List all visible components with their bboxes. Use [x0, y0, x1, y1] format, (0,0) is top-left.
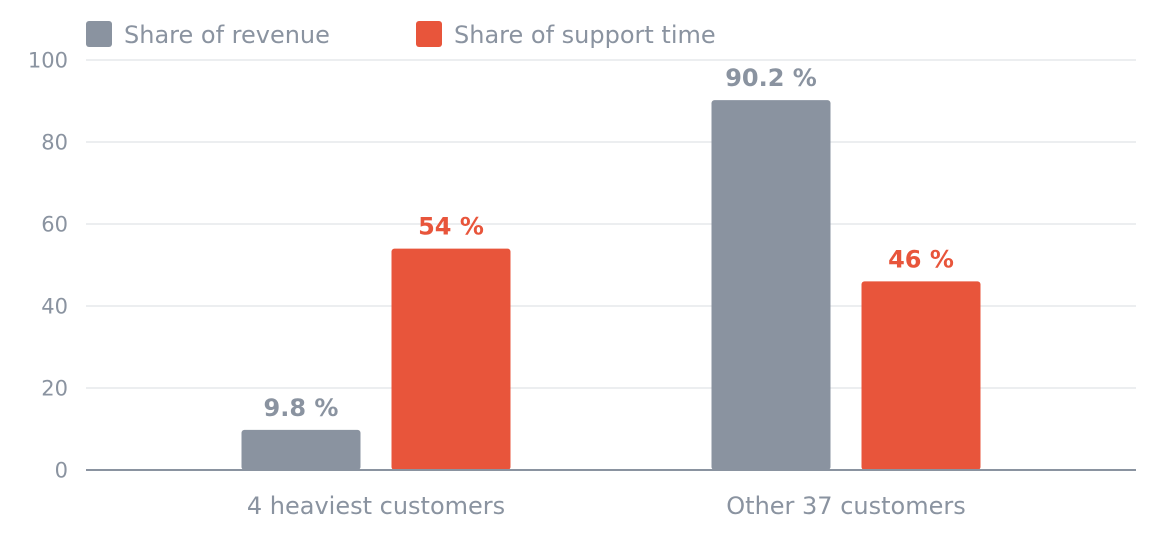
bar-value-label: 46 % — [888, 245, 954, 273]
x-category-label: 4 heaviest customers — [247, 492, 505, 520]
bar-value-labels: 9.8 % 90.2 % 54 % 46 % — [264, 64, 954, 422]
bar-support-time — [391, 248, 511, 470]
y-tick-label: 40 — [41, 295, 68, 319]
bar-revenue — [241, 429, 361, 470]
bar-value-label: 54 % — [418, 213, 484, 241]
legend-item-support-time: Share of support time — [416, 21, 716, 49]
bar-value-label: 90.2 % — [725, 64, 817, 92]
bar-support-time — [861, 281, 981, 470]
legend-swatch — [86, 21, 112, 47]
x-axis: 4 heaviest customers Other 37 customers — [86, 469, 1136, 520]
bars — [241, 100, 981, 471]
bar-value-label: 9.8 % — [264, 394, 339, 422]
x-category-label: Other 37 customers — [726, 492, 965, 520]
legend: Share of revenue Share of support time — [86, 21, 716, 49]
y-tick-label: 20 — [41, 377, 68, 401]
legend-label: Share of support time — [454, 21, 716, 49]
y-tick-label: 60 — [41, 213, 68, 237]
y-axis-ticks: 0 20 40 60 80 100 — [28, 49, 68, 483]
y-tick-label: 80 — [41, 131, 68, 155]
y-tick-label: 0 — [55, 459, 68, 483]
bar-revenue — [711, 100, 831, 471]
legend-item-revenue: Share of revenue — [86, 21, 330, 49]
y-tick-label: 100 — [28, 49, 68, 73]
legend-label: Share of revenue — [124, 21, 330, 49]
legend-swatch — [416, 21, 442, 47]
